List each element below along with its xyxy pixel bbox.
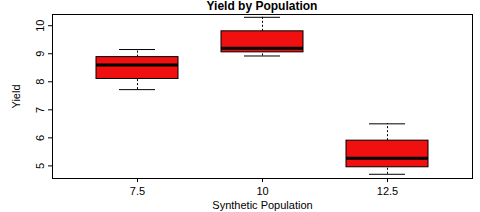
svg-text:10: 10 bbox=[256, 185, 268, 197]
svg-text:7.5: 7.5 bbox=[130, 185, 145, 197]
html-text:Yield by Population: Yield by Population bbox=[206, 0, 318, 13]
svg-text:9: 9 bbox=[34, 51, 46, 57]
svg-text:5: 5 bbox=[34, 163, 46, 169]
svg-text:6: 6 bbox=[34, 135, 46, 141]
svg-text:7: 7 bbox=[34, 107, 46, 113]
svg-text:Yield: Yield bbox=[10, 84, 22, 108]
svg-text:8: 8 bbox=[34, 79, 46, 85]
svg-text:Synthetic Population: Synthetic Population bbox=[212, 199, 312, 211]
svg-text:10: 10 bbox=[34, 20, 46, 32]
svg-text:12.5: 12.5 bbox=[377, 185, 398, 197]
